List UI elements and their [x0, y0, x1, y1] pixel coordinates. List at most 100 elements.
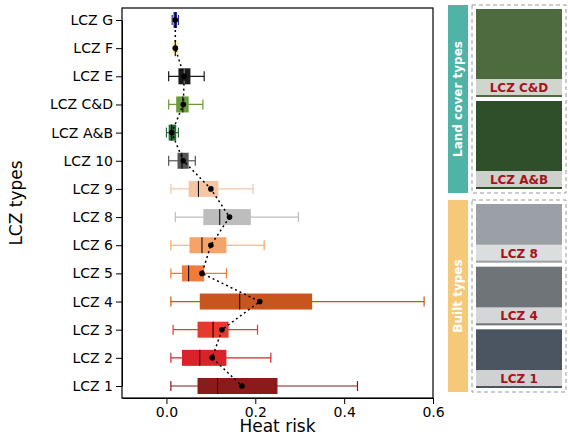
plot-marks — [166, 12, 424, 394]
y-tick-label: LCZ 2 — [72, 350, 113, 366]
y-tick-label: LCZ 4 — [72, 294, 113, 310]
x-tick: 0.4 — [334, 398, 356, 420]
panel-bar — [448, 5, 468, 193]
whisker-cap-low — [168, 71, 169, 81]
y-tick-mark — [116, 245, 122, 246]
box — [178, 68, 190, 84]
whisker-cap-high — [264, 240, 265, 250]
median — [213, 322, 214, 338]
whisker-cap-low — [168, 99, 169, 109]
image-label: LCZ 8 — [500, 247, 538, 261]
x-axis-title: Heat risk — [239, 416, 315, 436]
image-label-band — [476, 171, 562, 187]
y-axis-line — [122, 21, 123, 387]
image-placeholder — [476, 204, 562, 263]
whisker-cap-low — [170, 297, 171, 307]
whisker-cap-high — [195, 156, 196, 166]
x-axis-line — [123, 398, 434, 399]
y-tick-label: LCZ C&D — [50, 96, 113, 112]
box-group — [169, 68, 205, 84]
whisker-cap-low — [168, 156, 169, 166]
box-group — [175, 209, 298, 225]
x-tick: 0.0 — [156, 398, 178, 420]
mean-marker — [181, 74, 187, 80]
y-tick: LCZ 1 — [72, 378, 122, 394]
y-tick-label: LCZ A&B — [51, 125, 113, 141]
mean-marker — [199, 271, 205, 277]
mean-marker — [239, 383, 245, 389]
box — [190, 237, 227, 253]
image-placeholder — [476, 267, 562, 326]
y-axis-title: LCZ types — [6, 160, 26, 245]
y-tick-label: LCZ G — [71, 12, 113, 28]
whisker-cap-high — [202, 99, 203, 109]
y-tick-label: LCZ 1 — [72, 378, 113, 394]
box-group — [169, 153, 196, 169]
median — [217, 378, 218, 394]
mean-marker — [257, 299, 263, 305]
box — [169, 125, 177, 141]
box-group — [173, 322, 257, 338]
whisker-cap-high — [178, 128, 179, 138]
median — [199, 350, 200, 366]
mean-marker — [209, 355, 215, 361]
x-tick: 0.6 — [422, 398, 444, 420]
mean-marker — [227, 214, 233, 220]
median — [201, 237, 202, 253]
whisker-cap-low — [170, 184, 171, 194]
panel-bar — [448, 200, 468, 392]
box — [200, 294, 312, 310]
whisker-cap-high — [424, 297, 425, 307]
box-group — [171, 265, 227, 281]
box-group — [171, 237, 264, 253]
mean-marker — [219, 327, 225, 333]
box-group — [166, 125, 178, 141]
y-tick-mark — [116, 104, 122, 105]
box — [189, 181, 219, 197]
whisker-cap-low — [170, 381, 171, 391]
whisker-cap-high — [270, 353, 271, 363]
box — [182, 265, 204, 281]
y-tick-label: LCZ 10 — [64, 153, 113, 169]
whisker-cap-low — [170, 353, 171, 363]
y-tick-label: LCZ 3 — [72, 322, 113, 338]
median — [188, 265, 189, 281]
y-tick: LCZ 9 — [72, 181, 122, 197]
image-label: LCZ C&D — [490, 81, 549, 95]
panel-label: Built types — [451, 259, 465, 332]
whisker-cap-high — [257, 325, 258, 335]
y-tick-label: LCZ 8 — [72, 209, 113, 225]
y-tick-label: LCZ 5 — [72, 265, 113, 281]
median — [239, 294, 240, 310]
whisker-cap-high — [226, 268, 227, 278]
image-label: LCZ A&B — [490, 173, 548, 187]
whisker-cap-high — [357, 381, 358, 391]
y-tick-mark — [116, 76, 122, 77]
whisker-cap-high — [204, 71, 205, 81]
whisker-cap-low — [170, 240, 171, 250]
y-tick-mark — [116, 133, 122, 134]
x-tick-label: 0.6 — [422, 404, 444, 420]
mean-marker — [181, 158, 187, 164]
y-tick: LCZ 4 — [72, 294, 122, 310]
y-tick: LCZ F — [73, 40, 122, 56]
box-group — [171, 181, 253, 197]
image-placeholder — [476, 101, 562, 189]
y-axis: LCZ GLCZ FLCZ ELCZ C&DLCZ A&BLCZ 10LCZ 9… — [50, 12, 123, 394]
plot-frame — [122, 8, 433, 398]
y-tick-mark — [116, 217, 122, 218]
mean-marker — [169, 130, 175, 136]
whisker-cap-low — [172, 325, 173, 335]
image-label-band — [476, 245, 562, 261]
y-tick-mark — [116, 386, 122, 387]
y-tick: LCZ 2 — [72, 350, 122, 366]
mean-marker — [208, 242, 214, 248]
y-tick: LCZ 5 — [72, 265, 122, 281]
y-tick: LCZ 3 — [72, 322, 122, 338]
image-label: LCZ 4 — [500, 309, 538, 323]
mean-marker — [181, 102, 187, 108]
y-tick-label: LCZ 6 — [72, 237, 113, 253]
x-tick-label: 0.0 — [156, 404, 178, 420]
image-label-band — [476, 370, 562, 386]
box — [182, 350, 226, 366]
